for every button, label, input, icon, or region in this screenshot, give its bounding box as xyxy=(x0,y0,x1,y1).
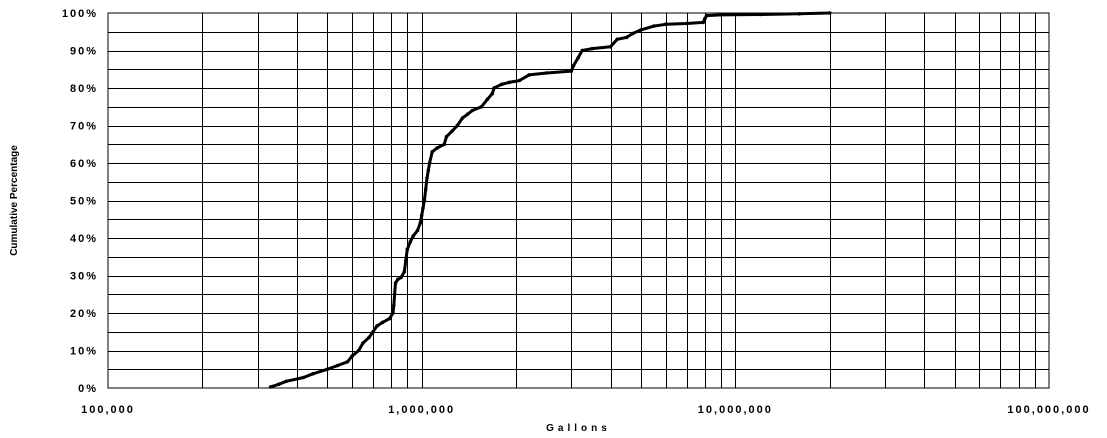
y-tick-label: 80% xyxy=(70,83,98,95)
data-point xyxy=(479,105,484,109)
y-axis-title: Cumulative Percentage xyxy=(9,145,20,256)
data-point xyxy=(580,48,584,53)
data-point xyxy=(517,78,522,83)
data-point xyxy=(345,360,350,364)
data-point xyxy=(402,270,407,274)
data-point xyxy=(576,56,580,60)
data-point xyxy=(571,63,576,68)
data-point xyxy=(608,45,613,49)
data-point xyxy=(284,379,289,384)
data-point xyxy=(408,240,413,244)
data-point xyxy=(490,91,495,96)
data-point xyxy=(415,228,420,233)
data-point xyxy=(393,281,398,285)
data-point xyxy=(422,198,427,203)
data-point xyxy=(615,37,619,42)
data-point xyxy=(367,335,371,340)
data-point xyxy=(356,348,361,353)
data-point xyxy=(418,221,423,225)
data-point xyxy=(276,382,281,387)
data-point xyxy=(396,277,400,282)
data-point xyxy=(399,275,403,280)
data-point xyxy=(423,187,428,192)
data-point xyxy=(387,316,392,321)
data-point xyxy=(427,161,432,165)
data-point xyxy=(485,97,490,102)
y-tick-label: 40% xyxy=(70,233,98,245)
data-point xyxy=(442,142,447,147)
data-point xyxy=(426,168,431,173)
data-point xyxy=(371,330,375,334)
data-point xyxy=(758,12,762,17)
data-point xyxy=(828,11,832,15)
data-point xyxy=(544,71,549,75)
data-point xyxy=(375,324,379,328)
data-point xyxy=(380,320,385,325)
y-tick-label: 50% xyxy=(70,196,98,208)
data-point xyxy=(419,213,424,218)
x-axis-title: Gallons xyxy=(546,423,611,434)
data-point xyxy=(335,363,340,368)
data-point xyxy=(630,31,635,36)
data-point xyxy=(325,367,330,372)
y-tick-label: 10% xyxy=(70,346,98,358)
data-point xyxy=(590,46,595,51)
data-point xyxy=(391,311,395,315)
data-point xyxy=(450,129,454,133)
data-point xyxy=(507,80,511,85)
y-tick-label: 90% xyxy=(70,46,98,58)
data-point xyxy=(719,13,723,17)
data-point xyxy=(465,112,470,117)
plot-area-border xyxy=(107,12,1050,389)
data-point xyxy=(624,35,629,40)
y-tick-label: 70% xyxy=(70,121,98,133)
data-point xyxy=(470,108,475,113)
data-point xyxy=(435,146,439,150)
x-tick-label: 100,000,000 xyxy=(1007,404,1090,416)
y-tick-label: 0% xyxy=(78,383,98,395)
data-point xyxy=(311,372,315,376)
y-tick-label: 20% xyxy=(70,308,98,320)
data-point xyxy=(797,12,802,16)
grid-lines xyxy=(108,13,1049,388)
data-point xyxy=(499,82,504,87)
data-point xyxy=(703,16,707,21)
x-tick-label: 100,000 xyxy=(81,404,135,416)
data-point xyxy=(392,303,396,308)
data-point xyxy=(430,150,435,154)
data-point xyxy=(444,134,449,139)
data-point xyxy=(492,86,496,90)
data-point xyxy=(639,28,643,32)
data-point xyxy=(411,234,416,238)
x-tick-labels: 100,000 1,000,000 10,000,000 100,000,000 xyxy=(81,404,1090,416)
data-point xyxy=(569,69,574,73)
x-tick-label: 10,000,000 xyxy=(698,404,773,416)
y-tick-label: 100% xyxy=(62,8,98,20)
data-point xyxy=(405,247,410,252)
data-point xyxy=(421,206,425,210)
y-tick-label: 60% xyxy=(70,158,98,170)
data-point xyxy=(684,21,689,26)
data-point xyxy=(704,13,709,18)
data-point xyxy=(392,292,397,297)
data-point xyxy=(361,341,365,345)
data-point xyxy=(455,123,460,128)
series-points xyxy=(268,11,832,389)
data-point xyxy=(663,22,668,27)
data-point xyxy=(350,354,354,358)
data-point xyxy=(404,258,408,263)
data-point xyxy=(301,375,306,380)
x-tick-label: 1,000,000 xyxy=(388,404,455,416)
data-point xyxy=(527,73,531,77)
y-tick-label: 30% xyxy=(70,271,98,283)
data-point xyxy=(701,20,705,25)
data-point xyxy=(460,116,465,120)
y-tick-labels: 0% 10% 20% 30% 40% 50% 60% 70% 80% 90% 100% xyxy=(62,8,98,395)
data-point xyxy=(652,24,656,28)
data-point xyxy=(268,385,273,389)
data-point xyxy=(425,176,429,180)
